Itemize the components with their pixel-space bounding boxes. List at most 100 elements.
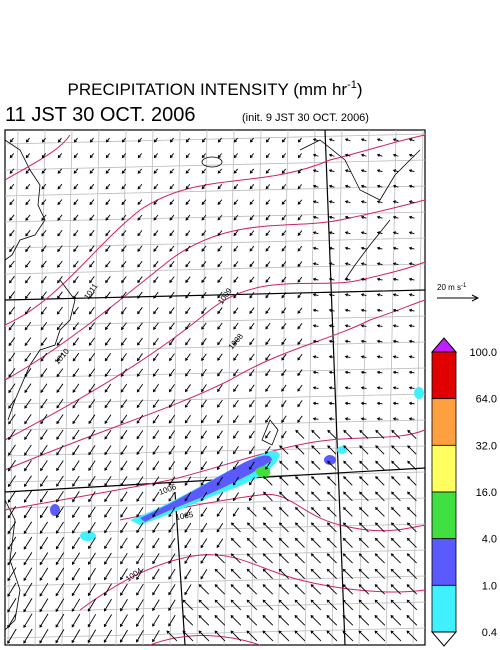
wind-vector — [374, 584, 386, 595]
wind-vector — [24, 291, 31, 300]
wind-vector — [168, 568, 176, 580]
wind-vector — [217, 291, 223, 299]
wind-vector — [392, 308, 399, 313]
wind-vector — [120, 445, 128, 456]
wind-vector — [249, 476, 255, 486]
wind-vector — [297, 322, 303, 330]
init-time: (init. 9 JST 30 OCT. 2006) — [242, 112, 369, 124]
wind-vector — [8, 413, 16, 425]
colorbar-label: 1.0 — [482, 580, 497, 592]
wind-vector — [360, 153, 367, 157]
wind-vector — [358, 522, 369, 533]
wind-vector — [57, 183, 63, 190]
wind-vector — [137, 153, 143, 159]
wind-vector — [281, 137, 286, 143]
wind-vector — [8, 291, 15, 300]
wind-vector — [87, 568, 96, 581]
wind-vector — [73, 137, 78, 143]
wind-vector — [360, 324, 367, 328]
wind-vector — [201, 168, 207, 174]
wind-vector — [137, 199, 143, 206]
wind-vector — [201, 399, 207, 408]
wind-vector — [24, 383, 32, 394]
wind-vector — [310, 615, 322, 626]
wind-vector — [297, 276, 303, 283]
wind-vector — [408, 293, 415, 297]
wind-vector — [281, 384, 287, 392]
wind-vector — [312, 184, 319, 188]
wind-vector — [104, 491, 112, 503]
wind-vector — [184, 568, 192, 580]
wind-vector — [120, 368, 128, 377]
wind-vector — [23, 613, 33, 629]
wind-vector — [297, 153, 302, 159]
wind-vector — [153, 230, 159, 237]
wind-vector — [57, 229, 63, 237]
wind-vector — [376, 277, 383, 281]
wind-vector — [358, 630, 370, 642]
wind-vector — [89, 199, 95, 206]
wind-vector — [152, 537, 160, 549]
wind-vector — [390, 506, 401, 517]
isobar — [4, 299, 426, 471]
wind-vector — [262, 506, 273, 517]
wind-vector — [25, 137, 30, 143]
wind-vector — [312, 246, 319, 250]
wind-vector — [359, 476, 369, 486]
wind-vector — [153, 214, 159, 221]
wind-vector — [407, 460, 417, 471]
wind-vector — [40, 306, 47, 315]
wind-vector — [312, 138, 319, 142]
parallel — [4, 211, 426, 223]
wind-vector — [153, 337, 159, 346]
wind-vector — [326, 553, 337, 564]
wind-vector — [297, 261, 303, 268]
wind-vector — [168, 399, 175, 408]
wind-vector — [392, 215, 399, 219]
wind-vector — [185, 199, 191, 206]
parallel — [4, 575, 426, 587]
wind-vector — [201, 184, 207, 190]
wind-vector — [200, 476, 208, 486]
wind-vector — [185, 214, 191, 221]
wind-vector — [168, 368, 175, 377]
colorbar-box — [431, 351, 457, 400]
wind-vector — [104, 383, 112, 393]
wind-vector — [310, 553, 321, 564]
wind-vector — [153, 168, 159, 174]
wind-vector — [136, 399, 144, 409]
wind-vector — [56, 352, 64, 362]
wind-vector — [230, 615, 242, 626]
wind-vector — [8, 306, 16, 315]
wind-vector — [7, 490, 17, 503]
wind-vector — [73, 168, 79, 174]
wind-vector — [105, 230, 111, 237]
precip-area — [324, 455, 336, 465]
wind-vector — [281, 153, 286, 159]
wind-vector — [73, 260, 79, 268]
wind-vector — [185, 153, 191, 159]
wind-vector — [153, 245, 159, 252]
wind-vector — [391, 491, 401, 502]
wind-vector — [249, 338, 255, 346]
wind-vector — [262, 630, 274, 642]
wind-vector — [246, 584, 258, 595]
meridian — [88, 129, 100, 646]
wind-vector — [281, 261, 287, 268]
wind-vector — [152, 476, 160, 487]
wind-vector — [265, 353, 271, 361]
wind-vector — [392, 370, 399, 375]
wind-vector — [263, 491, 273, 502]
wind-vector — [374, 599, 386, 611]
wind-vector — [294, 568, 305, 579]
wind-vector — [358, 615, 370, 626]
wind-vector — [233, 415, 239, 424]
wind-vector — [137, 245, 143, 252]
wind-vector — [73, 214, 79, 221]
wind-vector — [281, 214, 287, 221]
wind-vector — [40, 337, 48, 347]
wind-vector — [120, 522, 128, 534]
wind-vector — [233, 307, 239, 315]
wind-vector — [136, 368, 143, 377]
wind-vector — [104, 429, 112, 440]
